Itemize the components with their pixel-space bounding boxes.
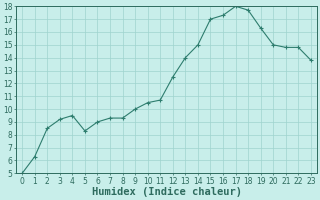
X-axis label: Humidex (Indice chaleur): Humidex (Indice chaleur) <box>92 187 242 197</box>
